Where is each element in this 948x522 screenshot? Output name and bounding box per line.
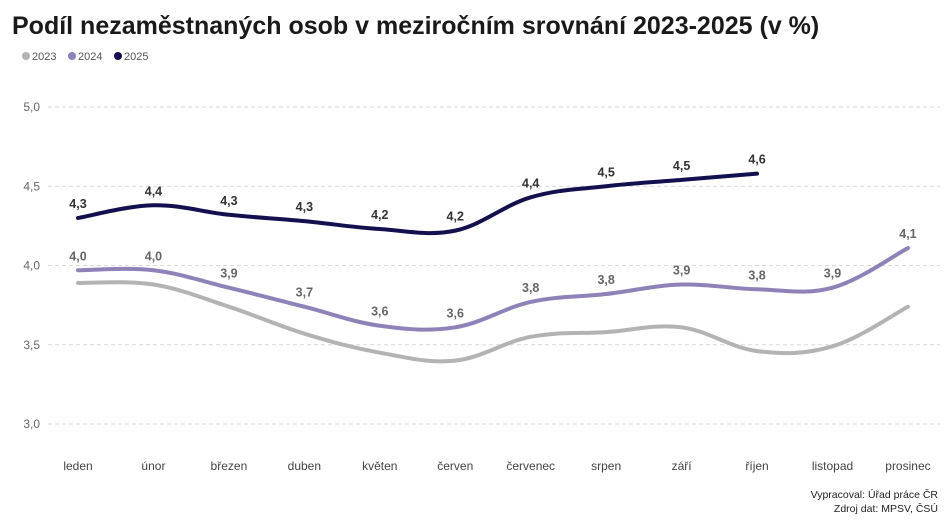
- x-tick-label: říjen: [745, 459, 768, 473]
- data-label-2024: 3,8: [597, 273, 614, 287]
- series-lines: [76, 171, 910, 364]
- x-tick-label: únor: [141, 459, 165, 473]
- series-line-2024: [76, 246, 910, 332]
- data-label-2024: 4,0: [145, 249, 162, 263]
- legend-marker-2025: [114, 52, 122, 60]
- data-labels: 4,0 4,0 3,9 3,7 3,6 3,6 3,8 3,8 3,9 3,8 3,9 4,1 4,3 4…: [69, 153, 916, 321]
- data-label-2024: 3,8: [522, 281, 539, 295]
- data-label-2025: 4,3: [220, 194, 237, 208]
- data-label-2024: 3,9: [824, 267, 841, 281]
- data-label-2024: 4,1: [899, 227, 916, 241]
- data-label-2024: 3,6: [447, 306, 464, 320]
- x-tick-label: červen: [437, 459, 473, 473]
- legend: 2023 2024 2025: [22, 51, 148, 63]
- data-source: Zdroj dat: MPSV, ČSÚ: [834, 502, 938, 515]
- data-label-2025: 4,6: [748, 153, 765, 167]
- legend-label-2024: 2024: [78, 51, 102, 63]
- grid: [48, 106, 940, 425]
- data-label-2025: 4,3: [69, 197, 86, 211]
- y-tick-label: 3,0: [23, 417, 40, 431]
- y-tick-label: 4,5: [23, 179, 40, 193]
- data-label-2025: 4,2: [371, 208, 388, 222]
- data-label-2025: 4,4: [145, 184, 162, 198]
- x-tick-label: duben: [288, 459, 321, 473]
- y-tick-label: 5,0: [23, 100, 40, 114]
- x-tick-label: červenec: [506, 459, 555, 473]
- legend-label-2025: 2025: [124, 51, 148, 63]
- x-tick-label: březen: [211, 459, 248, 473]
- x-tick-label: září: [672, 459, 693, 473]
- data-label-2024: 3,6: [371, 305, 388, 319]
- data-label-2024: 3,9: [220, 267, 237, 281]
- x-axis: leden únor březen duben květen červen červenec…: [63, 459, 930, 473]
- data-label-2025: 4,2: [447, 210, 464, 224]
- data-label-2025: 4,5: [597, 165, 614, 179]
- data-label-2024: 4,0: [69, 249, 86, 263]
- y-axis: 3,0 3,5 4,0 4,5 5,0: [23, 100, 40, 431]
- x-tick-label: květen: [362, 459, 397, 473]
- series-line-2025: [76, 171, 760, 236]
- data-label-2025: 4,3: [296, 200, 313, 214]
- chart-title: Podíl nezaměstnaných osob v meziročním s…: [12, 12, 819, 40]
- legend-marker-2023: [22, 52, 30, 60]
- legend-label-2023: 2023: [32, 51, 56, 63]
- series-line-2023: [76, 280, 910, 364]
- data-label-2025: 4,5: [673, 159, 690, 173]
- prepared-by: Vypracoval: Úřad práce ČR: [811, 488, 939, 501]
- data-label-2024: 3,8: [748, 268, 765, 282]
- y-tick-label: 4,0: [23, 259, 40, 273]
- data-label-2024: 3,7: [296, 286, 313, 300]
- x-tick-label: srpen: [591, 459, 621, 473]
- y-tick-label: 3,5: [23, 338, 40, 352]
- data-label-2025: 4,4: [522, 176, 539, 190]
- x-tick-label: listopad: [812, 459, 853, 473]
- x-tick-label: prosinec: [885, 459, 930, 473]
- x-tick-label: leden: [63, 459, 92, 473]
- data-label-2024: 3,9: [673, 264, 690, 278]
- legend-marker-2024: [68, 52, 76, 60]
